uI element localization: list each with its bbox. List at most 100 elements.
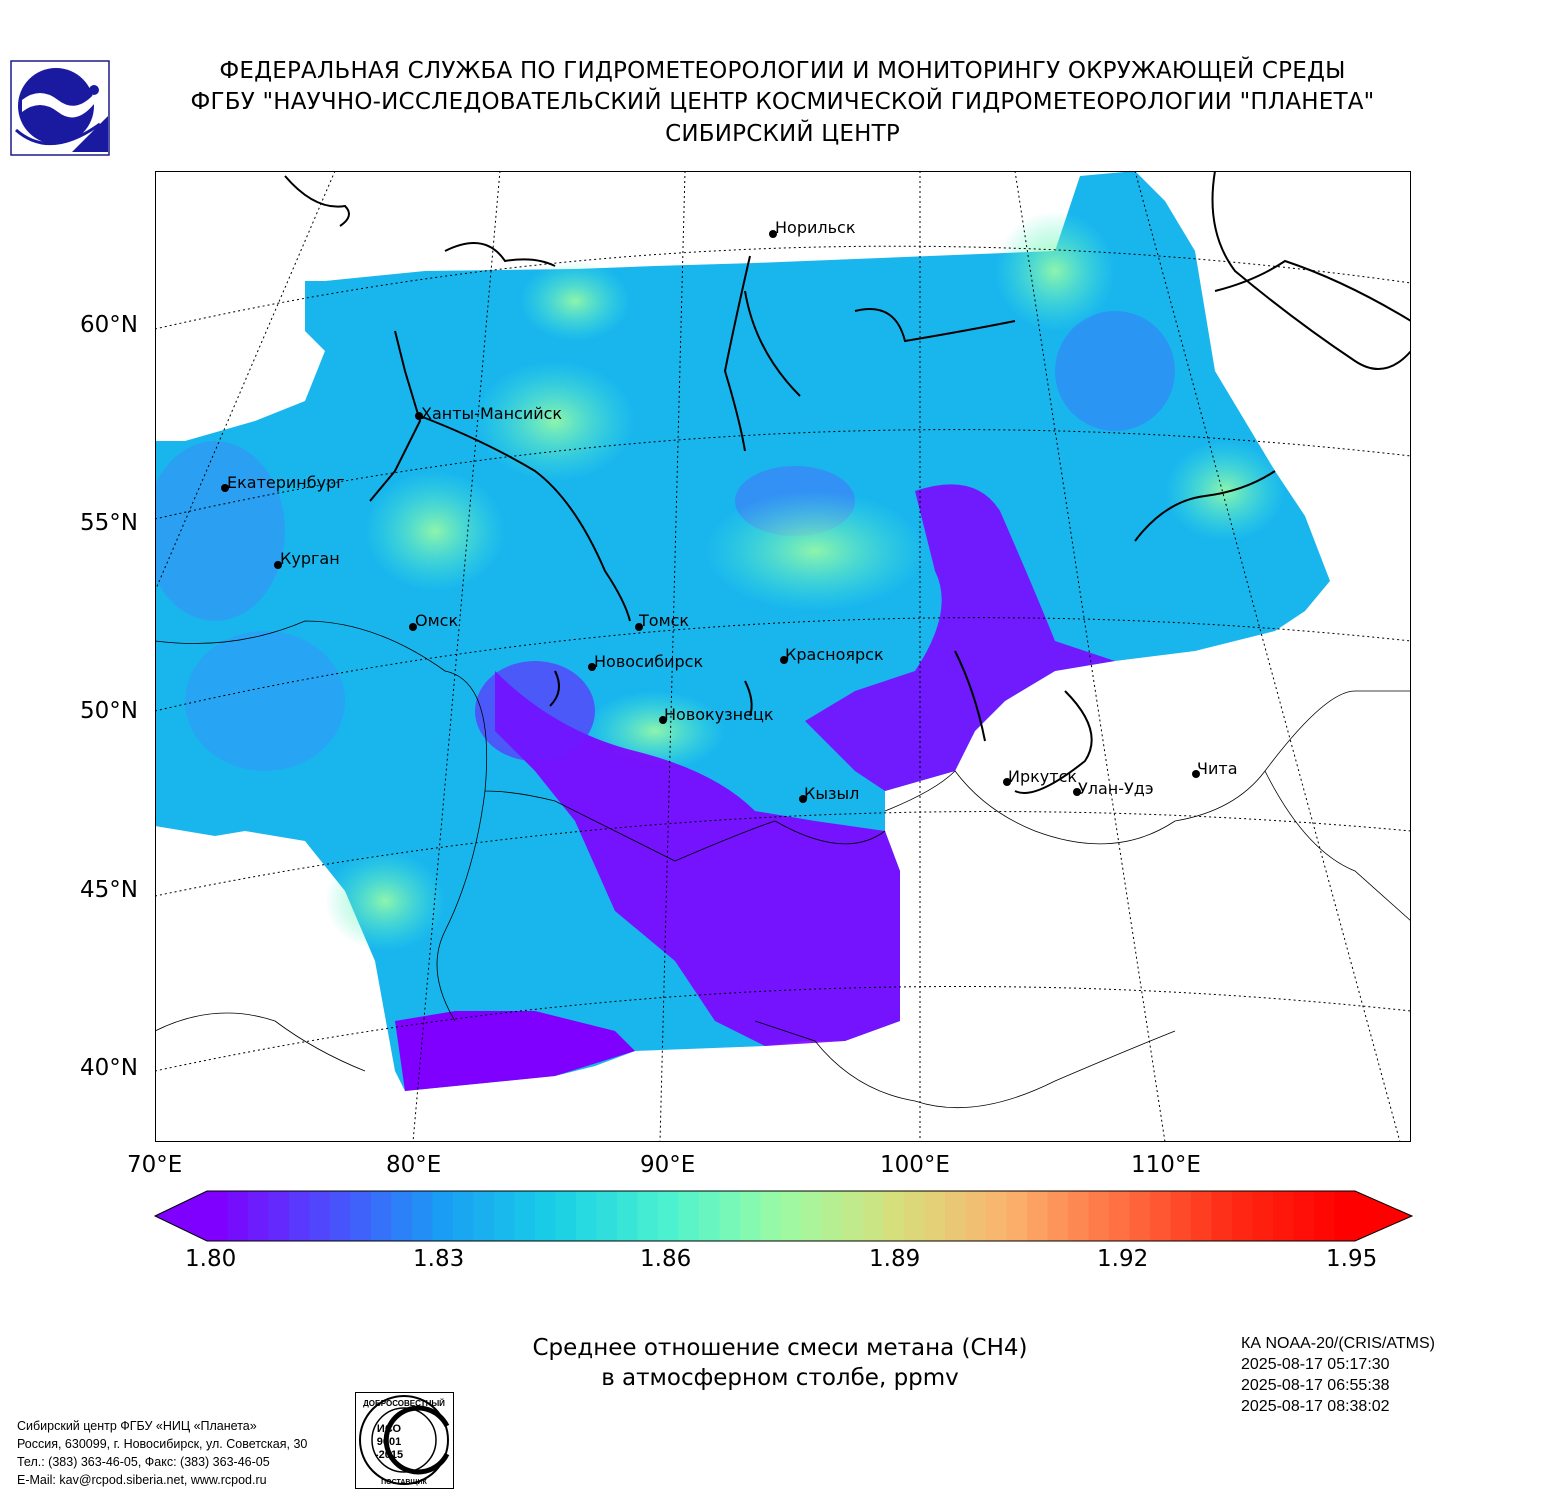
pass-time: 2025-08-17 08:38:02 [1241,1398,1390,1415]
iso-certification-stamp: ДОБРОСОВЕСТНЫЙ ИСО 9001 -2015 ПОСТАВЩИК [355,1392,454,1489]
colorbar-segment [412,1191,434,1241]
lon-label-80: 80°E [386,1152,442,1178]
colorbar-segment [535,1191,557,1241]
colorbar-segment [617,1191,639,1241]
city-label-khanty-mansiysk: Ханты-Мансийск [421,404,563,423]
colorbar-outline [153,1190,1414,1242]
colorbar-segment [904,1191,926,1241]
contact-phone: Тел.: (383) 363-46-05, Факс: (383) 363-4… [17,1455,270,1469]
colorbar-segment [1068,1191,1090,1241]
colorbar-segment [207,1191,229,1241]
colorbar-segment [863,1191,885,1241]
colorbar-segment [719,1191,741,1241]
colorbar-segment [227,1191,249,1241]
contact-email: E-Mail: kav@rcpod.siberia.net, www.rcpod… [17,1473,267,1487]
city-label-tomsk: Томск [639,611,690,630]
colorbar-segment [699,1191,721,1241]
colorbar-segment [1088,1191,1110,1241]
colorbar-segment [1170,1191,1192,1241]
contact-address: Россия, 630099, г. Новосибирск, ул. Сове… [17,1437,308,1451]
colorbar-segment [1334,1191,1356,1241]
colorbar-segment [1191,1191,1213,1241]
colorbar-segment [965,1191,987,1241]
colorbar-segment [289,1191,311,1241]
lat-label-50: 50°N [80,698,138,724]
city-label-chita: Чита [1197,759,1238,778]
satellite-info: КА NOAA-20/(CRIS/ATMS) 2025-08-17 05:17:… [1241,1333,1435,1417]
colorbar-segment [1252,1191,1274,1241]
lon-label-110: 110°E [1131,1152,1201,1178]
caption-line-1: Среднее отношение смеси метана (CH4) [532,1335,1028,1361]
lat-label-55: 55°N [80,510,138,536]
header-line-1: ФЕДЕРАЛЬНАЯ СЛУЖБА ПО ГИДРОМЕТЕОРОЛОГИИ … [219,58,1346,84]
city-label-novokuznetsk: Новокузнецк [664,705,774,724]
colorbar-segment [330,1191,352,1241]
satellite-name: КА NOAA-20/(CRIS/ATMS) [1241,1335,1435,1352]
colorbar-segment [678,1191,700,1241]
city-label-kurgan: Курган [280,549,340,568]
colorbar-tick-1-95: 1.95 [1326,1246,1378,1272]
colorbar-segment [801,1191,823,1241]
svg-text:ДОБРОСОВЕСТНЫЙ: ДОБРОСОВЕСТНЫЙ [363,1399,445,1408]
colorbar-segment [453,1191,475,1241]
colorbar-segment [494,1191,516,1241]
colorbar-segment [658,1191,680,1241]
lon-label-100: 100°E [880,1152,950,1178]
methane-map: Норильск Ханты-Мансийск Екатеринбург Кур… [154,170,1412,1143]
colorbar-segment [1273,1191,1295,1241]
colorbar-segment [1027,1191,1049,1241]
svg-text:-2015: -2015 [375,1449,403,1461]
colorbar-segment [883,1191,905,1241]
svg-text:ПОСТАВЩИК: ПОСТАВЩИК [381,1479,427,1486]
colorbar-segment [740,1191,762,1241]
colorbar-segment [1293,1191,1315,1241]
colorbar-segment [555,1191,577,1241]
colorbar-segment [1150,1191,1172,1241]
contact-info: Сибирский центр ФГБУ «НИЦ «Планета» Росс… [17,1417,307,1489]
city-label-krasnoyarsk: Красноярск [785,645,884,664]
colorbar-segment [309,1191,331,1241]
city-label-norilsk: Норильск [775,218,856,237]
colorbar-segment [268,1191,290,1241]
city-label-novosibirsk: Новосибирск [594,652,704,671]
city-label-irkutsk: Иркутск [1008,767,1078,786]
svg-text:9001: 9001 [377,1436,401,1448]
city-label-ulan-ude: Улан-Удэ [1078,779,1154,798]
lat-label-60: 60°N [80,312,138,338]
colorbar-segment [1314,1191,1336,1241]
lon-label-90: 90°E [640,1152,696,1178]
lon-label-70: 70°E [127,1152,183,1178]
pass-time: 2025-08-17 06:55:38 [1241,1377,1390,1394]
colorbar-max-arrow [1355,1191,1412,1241]
colorbar-segment [350,1191,372,1241]
colorbar-segment [842,1191,864,1241]
lat-label-40: 40°N [80,1055,138,1081]
colorbar-segment [514,1191,536,1241]
city-label-kyzyl: Кызыл [804,784,860,803]
colorbar-segment [432,1191,454,1241]
lat-label-45: 45°N [80,877,138,903]
colorbar-segment [760,1191,782,1241]
colorbar-tick-1-83: 1.83 [413,1246,465,1272]
colorbar-segment [822,1191,844,1241]
colorbar-segment [637,1191,659,1241]
colorbar-segment [1047,1191,1069,1241]
colorbar-tick-1-80: 1.80 [185,1246,237,1272]
colorbar-tick-1-86: 1.86 [640,1246,692,1272]
colorbar-segment [576,1191,598,1241]
data-swath [155,171,1330,1091]
figure-caption: Среднее отношение смеси метана (CH4) в а… [380,1333,1180,1393]
colorbar-segment [986,1191,1008,1241]
colorbar-segment [1211,1191,1233,1241]
low-methane-region-east [805,484,1115,791]
city-label-omsk: Омск [415,611,459,630]
colorbar-tick-1-92: 1.92 [1097,1246,1149,1272]
svg-text:ИСО: ИСО [377,1423,402,1435]
colorbar-segment [1109,1191,1131,1241]
header-line-3: СИБИРСКИЙ ЦЕНТР [665,121,900,147]
colorbar-segment [1129,1191,1151,1241]
low-methane-region-southwest [395,1011,635,1091]
colorbar-tick-1-89: 1.89 [869,1246,921,1272]
colorbar-segment [1232,1191,1254,1241]
contact-org: Сибирский центр ФГБУ «НИЦ «Планета» [17,1419,257,1433]
